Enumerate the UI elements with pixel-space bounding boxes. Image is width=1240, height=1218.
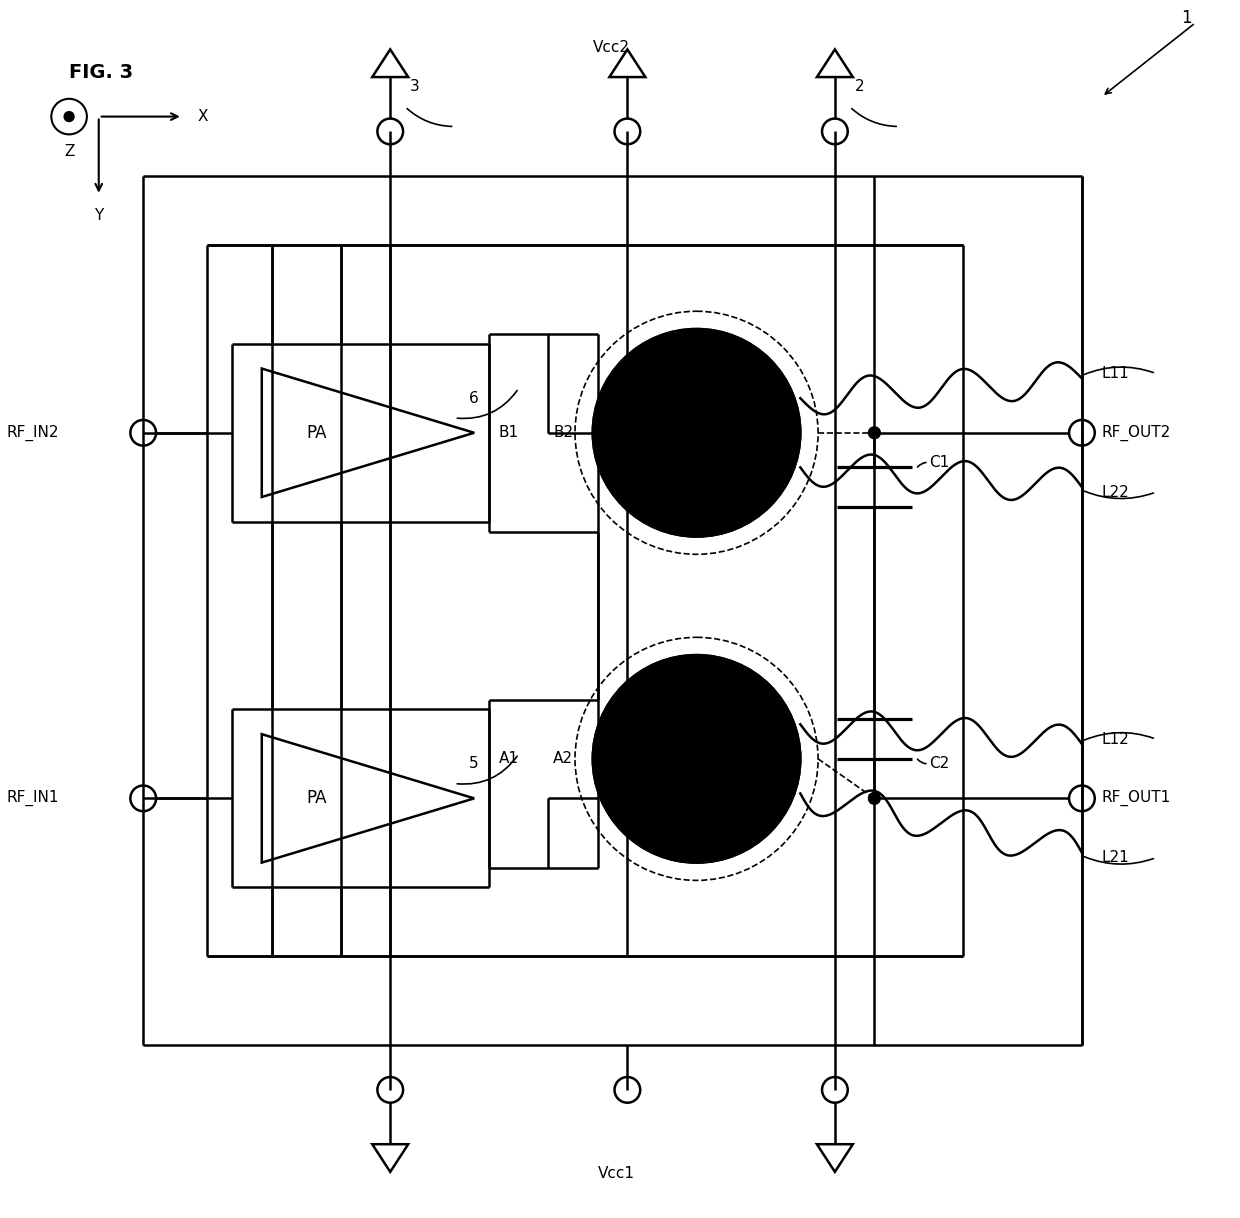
Text: PA: PA <box>306 789 327 808</box>
Circle shape <box>64 112 74 122</box>
Text: 2: 2 <box>854 79 864 95</box>
Text: RF_OUT2: RF_OUT2 <box>1101 425 1171 441</box>
Circle shape <box>593 655 800 862</box>
Text: C2: C2 <box>929 756 949 771</box>
Text: FIG. 3: FIG. 3 <box>69 62 133 82</box>
Text: RF_OUT1: RF_OUT1 <box>1101 790 1171 806</box>
Text: C1: C1 <box>929 454 949 470</box>
Text: B1: B1 <box>498 425 520 440</box>
Text: L21: L21 <box>1101 850 1130 865</box>
Text: X: X <box>197 110 208 124</box>
Text: RF_IN2: RF_IN2 <box>6 425 60 441</box>
Text: A1: A1 <box>498 752 518 766</box>
Text: 6: 6 <box>469 391 479 406</box>
Text: Vcc1: Vcc1 <box>598 1167 635 1181</box>
Circle shape <box>868 793 880 804</box>
Text: A2: A2 <box>553 752 573 766</box>
Text: PA: PA <box>306 424 327 442</box>
Circle shape <box>593 329 800 537</box>
Text: 3: 3 <box>410 79 420 95</box>
Text: L12: L12 <box>1101 732 1130 747</box>
Text: 1: 1 <box>1180 9 1192 27</box>
Text: Vcc2: Vcc2 <box>593 40 630 55</box>
Text: 5: 5 <box>469 756 479 771</box>
Text: Y: Y <box>94 208 103 223</box>
Text: RF_IN1: RF_IN1 <box>6 790 60 806</box>
Text: B2: B2 <box>553 425 573 440</box>
Text: L11: L11 <box>1101 365 1130 381</box>
Text: Z: Z <box>64 144 74 158</box>
Circle shape <box>868 426 880 438</box>
Text: L22: L22 <box>1101 485 1130 499</box>
